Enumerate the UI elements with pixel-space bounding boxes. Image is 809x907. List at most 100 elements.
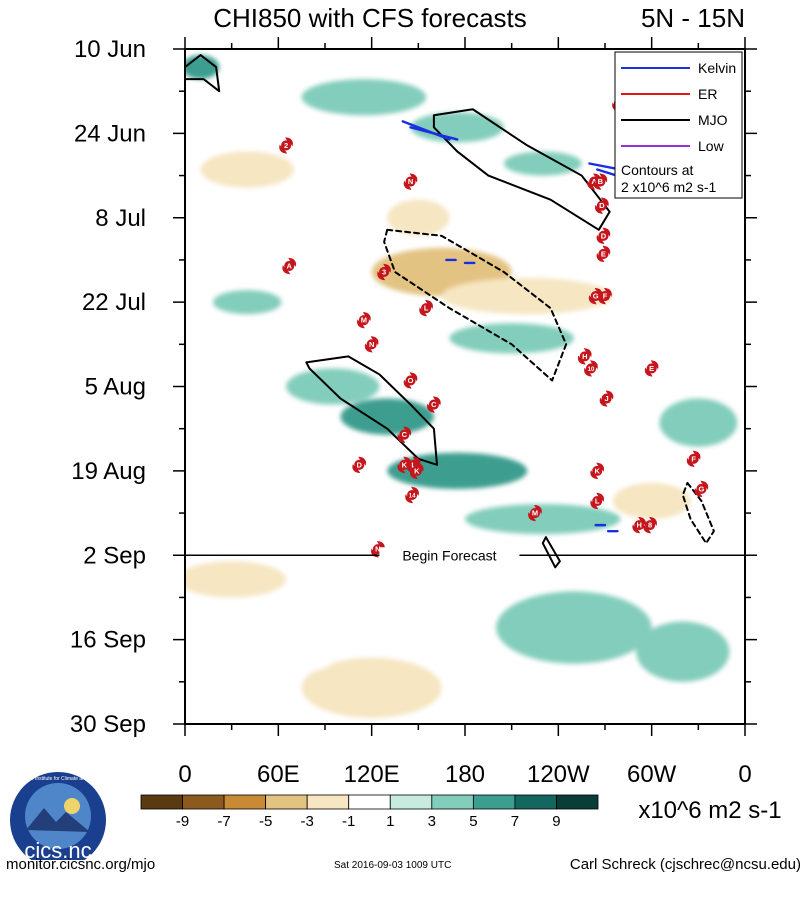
y-tick-label: 22 Jul	[82, 289, 146, 316]
storm-marker-13: M	[357, 312, 371, 329]
storm-label: C	[402, 430, 408, 439]
storm-marker-29: G	[694, 480, 709, 498]
storm-marker-30: L	[590, 492, 605, 510]
field-blob-21	[216, 627, 341, 676]
y-tick-label: 8 Jul	[95, 205, 146, 232]
storm-marker-4: B	[593, 173, 608, 190]
y-tick-label: 24 Jun	[74, 120, 146, 147]
field-blob-5	[387, 199, 450, 236]
footer-author: Carl Schreck (cjschrec@ncsu.edu)	[569, 856, 801, 873]
storm-marker-25: K	[409, 462, 424, 479]
y-tick-label: 16 Sep	[70, 627, 146, 654]
y-tick-label: 5 Aug	[85, 374, 146, 401]
field-blob-4	[200, 151, 294, 188]
colorbar-swatch-6	[389, 794, 433, 810]
storm-marker-16: 10	[584, 360, 598, 377]
storm-label: 2	[284, 141, 288, 150]
storm-label: D	[357, 460, 363, 469]
x-tick-label: 180	[445, 761, 485, 788]
y-tick-label: 30 Sep	[70, 711, 146, 738]
storm-label: L	[411, 460, 416, 469]
legend-label: Low	[698, 138, 725, 154]
legend-box	[614, 51, 743, 199]
colorbar-swatch-0	[140, 794, 183, 810]
storm-label: C	[431, 400, 437, 409]
logo-sun-icon	[64, 798, 80, 814]
storm-marker-1: 2	[279, 137, 293, 154]
storm-label: N	[369, 340, 374, 349]
colorbar-label: -5	[259, 813, 272, 830]
storm-marker-24: L	[406, 456, 421, 473]
y-tick-label: 2 Sep	[83, 542, 146, 569]
legend-note-line2: 2 x10^6 m2 s-1	[621, 179, 716, 195]
storm-label: 14	[409, 493, 416, 499]
field-blob-20	[433, 693, 528, 724]
storm-marker-12: L	[419, 300, 433, 317]
storm-marker-20: C	[427, 396, 441, 413]
footer-site[interactable]: monitor.cicsnc.org/mjo	[6, 856, 156, 873]
storm-marker-5: D	[595, 197, 609, 214]
storm-marker-23: K	[397, 456, 412, 473]
storm-marker-31: M	[528, 504, 542, 522]
storm-marker-28: 14	[405, 486, 419, 504]
storm-marker-9: 3	[377, 263, 391, 281]
field-blob-19	[301, 657, 442, 718]
logo-mountain-icon	[26, 808, 90, 832]
storm-marker-10: G	[588, 287, 603, 305]
storm-label: N	[375, 545, 380, 554]
colorbar-swatch-10	[556, 794, 599, 810]
footer-timestamp: Sat 2016-09-03 1009 UTC	[334, 860, 452, 871]
field-blob-3	[503, 151, 582, 176]
colorbar-swatch-7	[431, 794, 474, 810]
mjo-contour-3	[541, 536, 561, 569]
legend-note-line1: Contours at	[621, 162, 693, 178]
storm-markers: D2NABDDEA3GFLMNH10EOJCCDKLKKF14GLMH8N	[279, 95, 709, 558]
forecast-label-bg	[379, 547, 520, 564]
storm-marker-34: N	[371, 541, 385, 558]
storm-label: D	[599, 201, 605, 210]
storm-marker-27: F	[686, 450, 701, 467]
chart-region: 5N - 15N	[641, 3, 745, 33]
field-blob-15	[659, 398, 738, 447]
storm-marker-26: K	[590, 462, 605, 479]
legend-entry-mjo: MJO	[621, 112, 728, 128]
storm-label: E	[601, 249, 606, 258]
anomaly-field	[185, 55, 738, 724]
colorbar-swatch-3	[265, 794, 308, 810]
storm-label: K	[414, 466, 420, 475]
x-tick-label: 0	[178, 761, 191, 788]
storm-marker-21: C	[397, 426, 412, 443]
mjo-contour-6	[681, 481, 715, 545]
storm-label: D	[601, 231, 607, 240]
colorbar-swatch-8	[472, 794, 516, 810]
storm-label: F	[603, 292, 608, 301]
colorbar-label: -1	[342, 813, 355, 830]
storm-label: H	[582, 352, 587, 361]
storm-marker-6: D	[596, 227, 611, 244]
legend: Kelvin ER MJO Low Contours at 2 x10^6 m2 s-…	[614, 51, 743, 199]
y-tick-label: 10 Jun	[74, 36, 146, 63]
field-blob-7	[441, 278, 613, 315]
colorbar-label: 9	[552, 813, 560, 830]
legend-entry-low: Low	[621, 138, 725, 154]
colorbar-swatch-1	[182, 794, 225, 810]
storm-label: B	[598, 177, 604, 186]
storm-marker-8: A	[282, 257, 297, 275]
colorbar-label: 5	[469, 813, 477, 830]
colorbar: -9 -7 -5 -3 -1 1 3 5 7 9	[140, 794, 599, 830]
storm-label: G	[699, 484, 705, 493]
logo-text: cics.nc	[24, 838, 91, 860]
colorbar-label: -3	[301, 813, 314, 830]
field-blob-18	[636, 621, 730, 682]
mjo-contour-5	[383, 228, 568, 382]
x-tick-label: 120E	[344, 761, 400, 788]
colorbar-swatch-9	[514, 794, 557, 810]
field-blob-12	[387, 452, 528, 489]
y-tick-label: 19 Aug	[71, 458, 146, 485]
storm-label: 3	[382, 267, 386, 276]
storm-label: K	[595, 466, 601, 475]
colorbar-swatch-5	[348, 794, 391, 810]
storm-marker-11: F	[598, 287, 612, 305]
storm-label: K	[402, 460, 408, 469]
x-axis: 0 60E 120E 180 120W 60W 0	[178, 37, 752, 788]
